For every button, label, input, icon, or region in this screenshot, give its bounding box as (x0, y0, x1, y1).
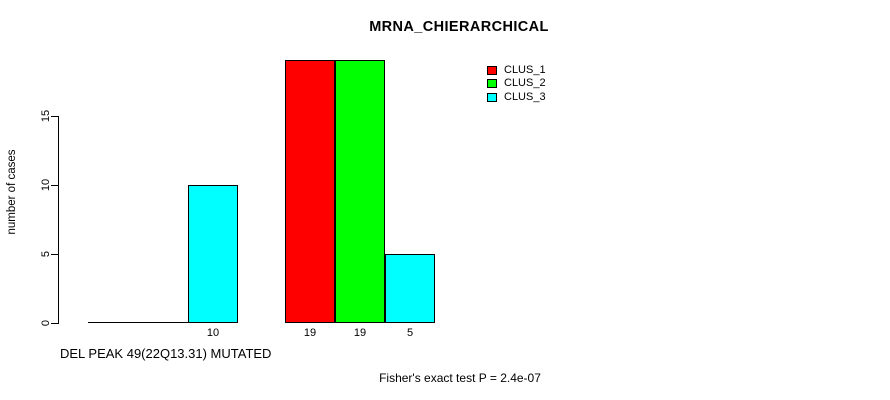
fisher-test-footnote: Fisher's exact test P = 2.4e-07 (379, 371, 541, 385)
legend-label: CLUS_1 (504, 64, 546, 76)
chart-title: MRNA_CHIERARCHICAL (369, 19, 549, 35)
zero-height-bar (88, 322, 138, 323)
legend-label: CLUS_2 (504, 77, 546, 90)
x-axis-label: DEL PEAK 49(22Q13.31) MUTATED (60, 346, 272, 361)
legend-item: CLUS_2 (487, 77, 546, 90)
legend-swatch (487, 92, 497, 102)
y-tick-label: 15 (40, 109, 52, 123)
legend-swatch (487, 66, 497, 75)
legend-item: CLUS_3 (487, 91, 546, 104)
bar-value-label: 19 (353, 327, 367, 339)
y-tick-label: 10 (40, 178, 52, 192)
bar-value-label: 10 (206, 327, 220, 339)
bar-clus_3 (385, 254, 435, 323)
y-axis-tick (51, 323, 58, 324)
y-axis-line (58, 116, 59, 324)
legend-swatch (487, 79, 497, 89)
legend: CLUS_1 CLUS_2 CLUS_3 (487, 64, 546, 104)
y-axis-tick (51, 254, 58, 255)
bar-value-label: 19 (303, 327, 317, 339)
zero-height-bar (138, 322, 188, 323)
bar-clus_1 (285, 60, 335, 323)
y-axis-tick (51, 116, 58, 117)
bar-clus_3 (188, 185, 238, 323)
legend-label: CLUS_3 (504, 90, 546, 103)
bar-clus_2 (335, 60, 385, 323)
bar-value-label: 5 (406, 327, 414, 339)
legend-item: CLUS_1 (487, 64, 546, 77)
y-tick-label: 5 (40, 250, 52, 258)
y-tick-label: 0 (40, 319, 52, 327)
y-axis-tick (51, 185, 58, 186)
